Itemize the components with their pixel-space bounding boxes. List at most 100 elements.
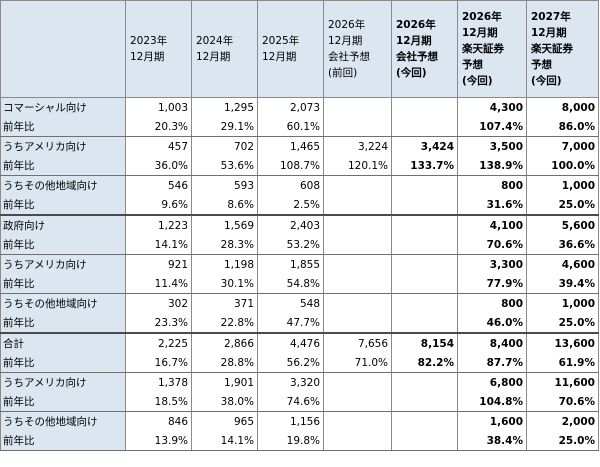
- table-cell: 19.8%: [257, 431, 324, 451]
- row-label: 前年比: [0, 117, 126, 137]
- row-label: 前年比: [0, 235, 126, 255]
- table-row: 合計 2,225 2,866 4,476 7,656 8,154 8,400 13,600: [0, 332, 599, 353]
- table-cell: 2,866: [191, 332, 258, 353]
- financial-forecast-table: 2023年 12月期 2024年 12月期 2025年 12月期 2026年 12月期会…: [0, 0, 599, 451]
- table-cell: 14.1%: [125, 235, 192, 255]
- table-cell: 4,600: [526, 254, 599, 274]
- table-cell: 548: [257, 293, 324, 313]
- table-cell: 53.6%: [191, 156, 258, 176]
- row-label: 前年比: [0, 353, 126, 373]
- table-row: うちその他地域向け 546 593 608 800 1,000: [0, 175, 599, 195]
- table-cell: 3,224: [323, 136, 392, 156]
- table-cell: 1,223: [125, 214, 192, 235]
- header-cell-2026-company-prev: 2026年 12月期 会社予想 (前回): [323, 0, 392, 98]
- table-cell: 800: [457, 293, 527, 313]
- table-cell: [391, 235, 458, 255]
- table-cell: 8,000: [526, 97, 599, 117]
- table-cell: 100.0%: [526, 156, 599, 176]
- table-cell: 1,600: [457, 411, 527, 431]
- table-cell: [323, 117, 392, 137]
- table-cell: 25.0%: [526, 431, 599, 451]
- row-label: うちアメリカ向け: [0, 254, 126, 274]
- table-cell: 71.0%: [323, 353, 392, 373]
- table-cell: 104.8%: [457, 392, 527, 412]
- table-cell: 39.4%: [526, 274, 599, 294]
- table-cell: 22.8%: [191, 313, 258, 334]
- table-cell: [391, 411, 458, 431]
- table-cell: 3,500: [457, 136, 527, 156]
- table-cell: 53.2%: [257, 235, 324, 255]
- table-cell: 28.8%: [191, 353, 258, 373]
- table-cell: 38.4%: [457, 431, 527, 451]
- table-cell: 1,156: [257, 411, 324, 431]
- table-cell: 608: [257, 175, 324, 195]
- table-row: コマーシャル向け 1,003 1,295 2,073 4,300 8,000: [0, 97, 599, 117]
- table-cell: 86.0%: [526, 117, 599, 137]
- table-cell: 61.9%: [526, 353, 599, 373]
- table-cell: 120.1%: [323, 156, 392, 176]
- table-cell: [323, 431, 392, 451]
- table-cell: 25.0%: [526, 313, 599, 334]
- table-cell: [391, 97, 458, 117]
- table-cell: 14.1%: [191, 431, 258, 451]
- table-cell: [323, 214, 392, 235]
- table-cell: [323, 274, 392, 294]
- table-cell: [323, 293, 392, 313]
- table-row: 前年比 13.9% 14.1% 19.8% 38.4% 25.0%: [0, 431, 599, 451]
- row-label: 前年比: [0, 274, 126, 294]
- table-cell: [391, 431, 458, 451]
- table-cell: 9.6%: [125, 195, 192, 216]
- table-cell: [323, 313, 392, 334]
- table-row: 前年比 36.0% 53.6% 108.7% 120.1% 133.7% 138.9% 100…: [0, 156, 599, 176]
- table-cell: 13,600: [526, 332, 599, 353]
- table-cell: 30.1%: [191, 274, 258, 294]
- table-cell: 2,403: [257, 214, 324, 235]
- table-cell: [391, 195, 458, 216]
- table-row: うちアメリカ向け 921 1,198 1,855 3,300 4,600: [0, 254, 599, 274]
- table-cell: 31.6%: [457, 195, 527, 216]
- table-cell: 4,300: [457, 97, 527, 117]
- table-row: うちその他地域向け 302 371 548 800 1,000: [0, 293, 599, 313]
- header-cell-2023: 2023年 12月期: [125, 0, 192, 98]
- table-row: 前年比 20.3% 29.1% 60.1% 107.4% 86.0%: [0, 117, 599, 137]
- row-label: 前年比: [0, 431, 126, 451]
- table-cell: 5,600: [526, 214, 599, 235]
- table-cell: 2,225: [125, 332, 192, 353]
- table-cell: 546: [125, 175, 192, 195]
- header-cell-2027-rakuten-forecast: 2027年 12月期 楽天証券 予想 (今回): [526, 0, 599, 98]
- table-cell: [391, 313, 458, 334]
- table-cell: 2,073: [257, 97, 324, 117]
- table-cell: 1,378: [125, 372, 192, 392]
- table-cell: 54.8%: [257, 274, 324, 294]
- table-cell: 1,569: [191, 214, 258, 235]
- table-cell: 457: [125, 136, 192, 156]
- header-row: 2023年 12月期 2024年 12月期 2025年 12月期 2026年 12月期会…: [0, 0, 599, 98]
- table-cell: [323, 195, 392, 216]
- table-cell: [323, 411, 392, 431]
- table-cell: [323, 97, 392, 117]
- row-label: コマーシャル向け: [0, 97, 126, 117]
- table-row: 前年比 9.6% 8.6% 2.5% 31.6% 25.0%: [0, 195, 599, 216]
- table-cell: 70.6%: [457, 235, 527, 255]
- table-cell: [391, 117, 458, 137]
- table-cell: [391, 254, 458, 274]
- row-label: うちその他地域向け: [0, 293, 126, 313]
- table-cell: 1,295: [191, 97, 258, 117]
- table-cell: 29.1%: [191, 117, 258, 137]
- table-cell: [391, 214, 458, 235]
- table-cell: 108.7%: [257, 156, 324, 176]
- table-cell: 8,400: [457, 332, 527, 353]
- table-cell: [391, 175, 458, 195]
- header-cell-2025: 2025年 12月期: [257, 0, 324, 98]
- row-label: 前年比: [0, 313, 126, 334]
- row-label: 合計: [0, 332, 126, 353]
- header-cell-label: [0, 0, 126, 98]
- table-cell: 107.4%: [457, 117, 527, 137]
- table-cell: 965: [191, 411, 258, 431]
- table-cell: 1,000: [526, 293, 599, 313]
- table-cell: 18.5%: [125, 392, 192, 412]
- table-cell: 20.3%: [125, 117, 192, 137]
- table-cell: [323, 235, 392, 255]
- table-row: 前年比 16.7% 28.8% 56.2% 71.0% 82.2% 87.7% 61.9%: [0, 353, 599, 373]
- table-row: 前年比 23.3% 22.8% 47.7% 46.0% 25.0%: [0, 313, 599, 334]
